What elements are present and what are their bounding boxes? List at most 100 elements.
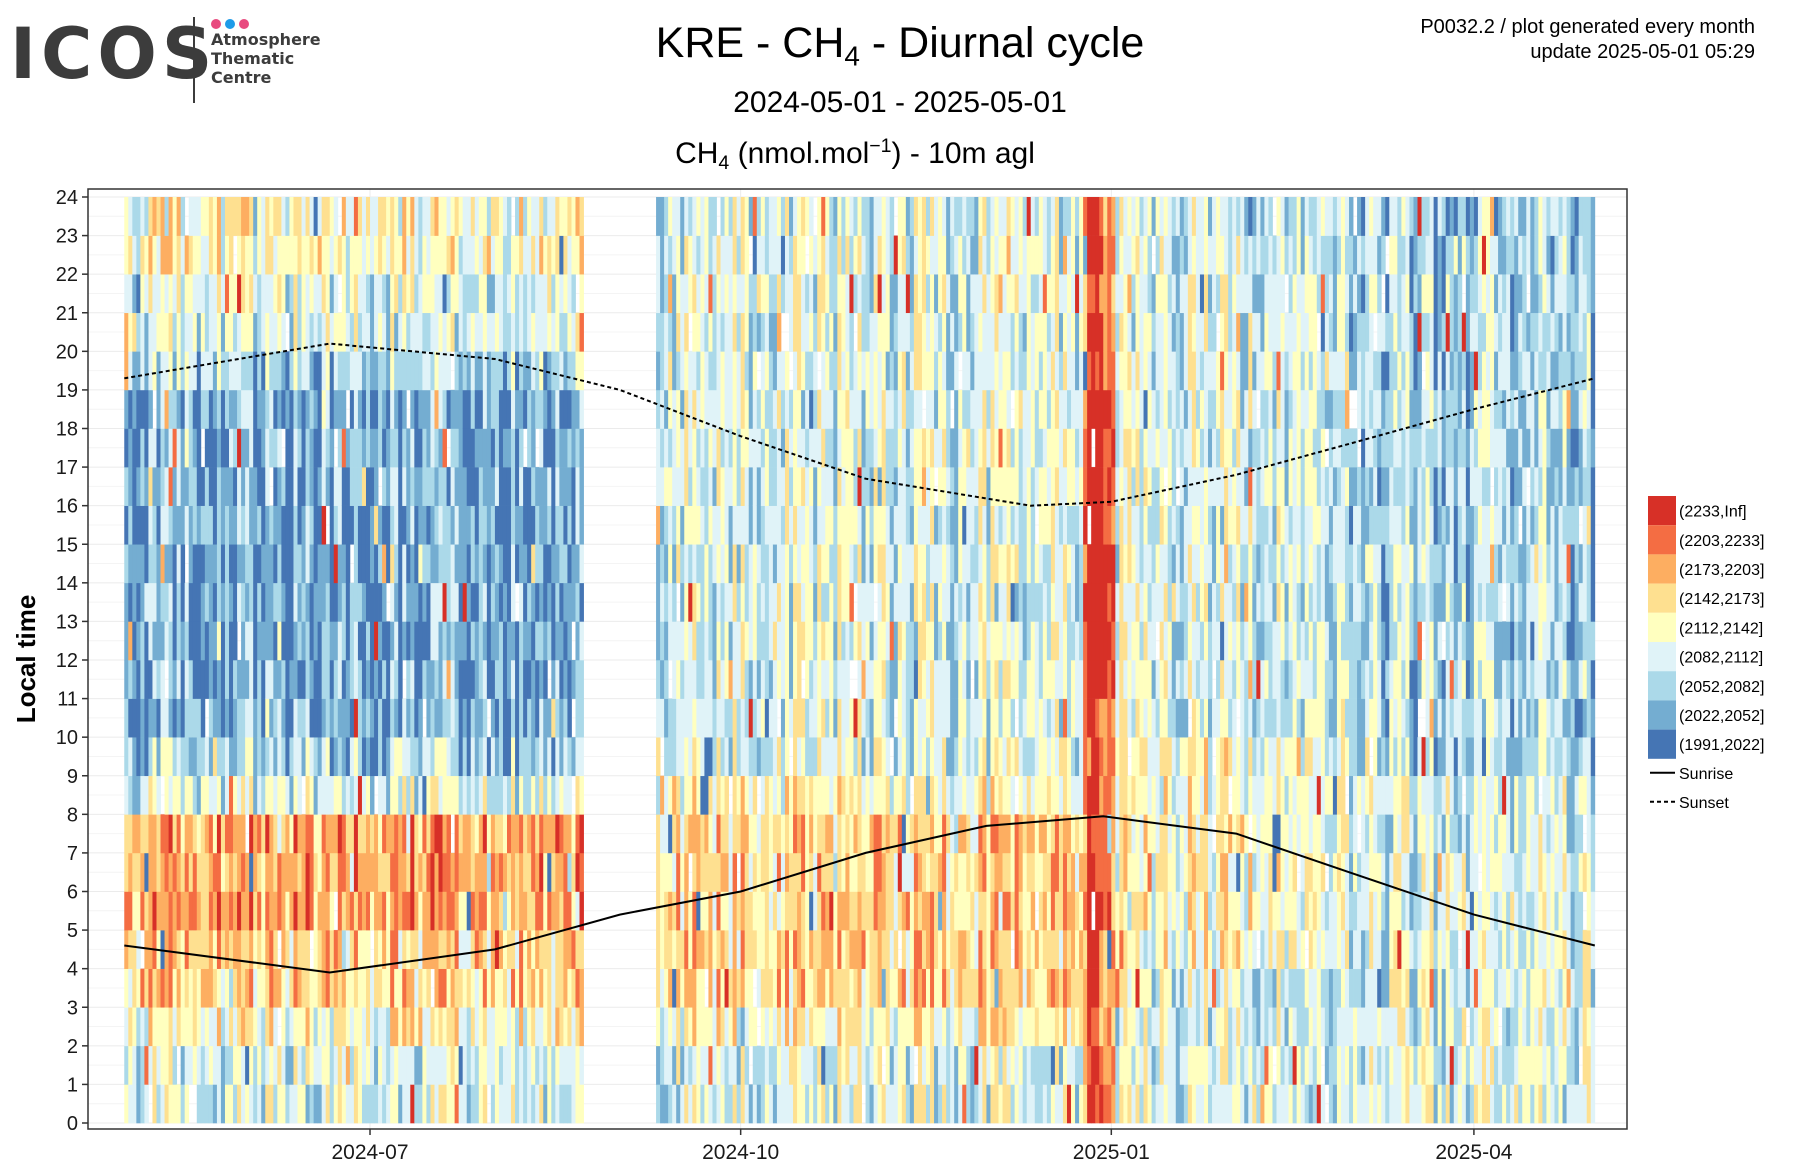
heatmap-cell	[482, 775, 488, 815]
heatmap-cell	[829, 930, 834, 969]
heatmap-cell	[672, 621, 677, 661]
heatmap-cell	[365, 544, 371, 584]
heatmap-cell	[269, 891, 274, 931]
heatmap-cell	[426, 389, 431, 429]
heatmap-cell	[176, 852, 182, 892]
heatmap-cell	[789, 312, 794, 352]
heatmap-cell	[869, 351, 875, 391]
heatmap-cell	[124, 968, 129, 1008]
heatmap-cell	[535, 930, 540, 969]
heatmap-cell	[317, 351, 323, 391]
heatmap-cell	[132, 968, 137, 1008]
heatmap-cell	[180, 737, 186, 777]
heatmap-cell	[353, 968, 359, 1008]
heatmap-cell	[321, 389, 327, 429]
heatmap-cell	[132, 775, 137, 815]
heatmap-cell	[543, 621, 548, 661]
heatmap-cell	[313, 428, 319, 468]
heatmap-cell	[249, 1045, 254, 1085]
heatmap-cell	[132, 852, 137, 892]
heatmap-cell	[760, 814, 766, 854]
heatmap-cell	[563, 312, 568, 352]
heatmap-cell	[946, 737, 951, 777]
heatmap-cell	[672, 505, 677, 545]
heatmap-cell	[196, 1084, 202, 1124]
heatmap-cell	[942, 467, 947, 506]
heatmap-cell	[196, 852, 202, 892]
heatmap-cell	[954, 1084, 959, 1124]
heatmap-cell	[784, 737, 790, 777]
heatmap-cell	[849, 274, 854, 314]
heatmap-cell	[434, 428, 439, 468]
heatmap-cell	[502, 660, 508, 699]
heatmap-cell	[744, 1084, 750, 1124]
heatmap-cell	[974, 930, 979, 969]
heatmap-cell	[301, 891, 306, 931]
heatmap-cell	[265, 351, 270, 391]
heatmap-cell	[897, 582, 903, 622]
heatmap-cell	[140, 968, 145, 1008]
heatmap-cell	[490, 197, 496, 236]
heatmap-cell	[212, 775, 218, 815]
heatmap-cell	[551, 389, 556, 429]
heatmap-cell	[462, 351, 468, 391]
heatmap-cell	[156, 235, 161, 275]
heatmap-cell	[660, 1007, 665, 1047]
heatmap-cell	[962, 968, 967, 1008]
heatmap-cell	[216, 852, 222, 892]
heatmap-cell	[764, 968, 770, 1008]
heatmap-cell	[261, 775, 266, 815]
heatmap-cell	[535, 1084, 540, 1124]
heatmap-cell	[676, 621, 681, 661]
heatmap-cell	[575, 1045, 580, 1085]
heatmap-cell	[789, 1007, 794, 1047]
heatmap-cell	[140, 814, 145, 854]
heatmap-cell	[551, 312, 556, 352]
heatmap-cell	[498, 891, 504, 931]
heatmap-cell	[361, 737, 367, 777]
heatmap-cell	[813, 814, 818, 854]
heatmap-cell	[313, 660, 319, 699]
heatmap-cell	[958, 235, 963, 275]
heatmap-cell	[909, 1084, 915, 1124]
heatmap-cell	[551, 621, 556, 661]
heatmap-cell	[668, 891, 673, 931]
heatmap-cell	[200, 235, 206, 275]
heatmap-cell	[220, 235, 226, 275]
heatmap-cell	[519, 891, 524, 931]
heatmap-cell	[712, 351, 717, 391]
heatmap-cell	[966, 660, 971, 699]
heatmap-cell	[901, 235, 907, 275]
heatmap-cell	[917, 274, 923, 314]
heatmap-cell	[966, 235, 971, 275]
heatmap-cell	[458, 544, 464, 584]
heatmap-cell	[458, 1084, 464, 1124]
heatmap-cell	[789, 274, 794, 314]
heatmap-cell	[124, 621, 129, 661]
heatmap-cell	[833, 197, 838, 236]
heatmap-cell	[950, 698, 955, 738]
heatmap-cell	[285, 467, 290, 506]
heatmap-cell	[805, 312, 810, 352]
heatmap-cell	[273, 467, 278, 506]
heatmap-cell	[768, 428, 774, 468]
heatmap-cell	[805, 274, 810, 314]
heatmap-cell	[394, 775, 399, 815]
heatmap-cell	[897, 1007, 903, 1047]
heatmap-cell	[837, 660, 842, 699]
heatmap-cell	[986, 351, 991, 391]
heatmap-cell	[482, 852, 488, 892]
heatmap-cell	[486, 351, 492, 391]
heatmap-cell	[192, 351, 198, 391]
heatmap-cell	[1006, 852, 1011, 892]
heatmap-cell	[768, 852, 774, 892]
heatmap-cell	[817, 582, 822, 622]
heatmap-cell	[490, 1045, 496, 1085]
heatmap-cell	[547, 814, 552, 854]
heatmap-cell	[220, 197, 226, 236]
heatmap-cell	[809, 505, 814, 545]
heatmap-cell	[462, 698, 468, 738]
heatmap-cell	[805, 814, 810, 854]
heatmap-cell	[813, 1045, 818, 1085]
heatmap-cell	[466, 1084, 472, 1124]
